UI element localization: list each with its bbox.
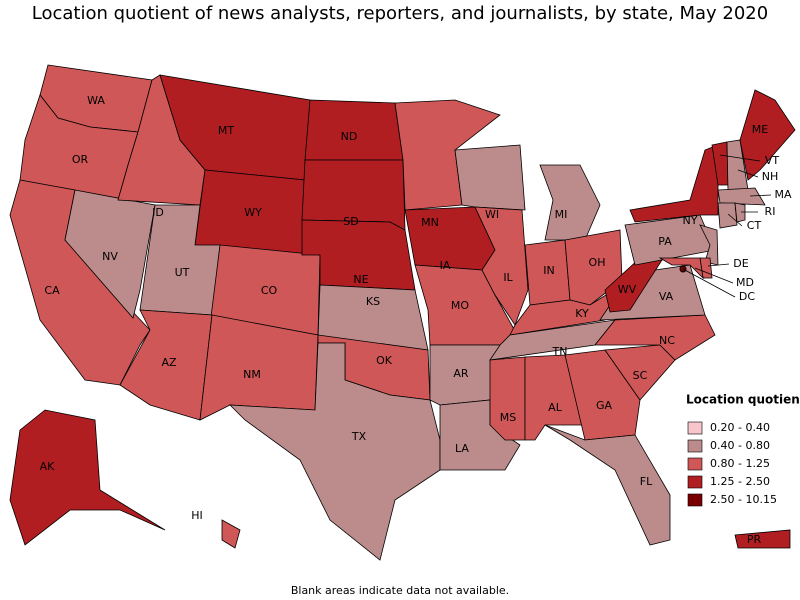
- state: [629, 144, 719, 223]
- state-label: NV: [102, 250, 118, 263]
- legend-label: 0.40 - 0.80: [710, 439, 770, 452]
- state-label: SD: [343, 215, 358, 228]
- state-label: AR: [453, 367, 469, 380]
- state-label: OK: [376, 354, 393, 367]
- legend-label: 0.20 - 0.40: [710, 421, 770, 434]
- legend-label: 0.80 - 1.25: [710, 457, 770, 470]
- state: [717, 187, 766, 206]
- state: [221, 519, 241, 549]
- state: [604, 257, 663, 313]
- state-label: MI: [555, 208, 568, 221]
- state-label: WY: [244, 206, 262, 219]
- state: [699, 224, 719, 266]
- state: [228, 342, 441, 561]
- state-label: FL: [640, 475, 653, 488]
- state-label: LA: [455, 442, 469, 455]
- state-label: CA: [44, 284, 60, 297]
- state-label: MN: [421, 216, 439, 229]
- legend-label: 1.25 - 2.50: [710, 475, 770, 488]
- legend-swatch: [687, 421, 703, 435]
- state-label: MS: [500, 411, 516, 424]
- state-label: AL: [548, 401, 563, 414]
- state: [64, 189, 156, 319]
- state: [9, 409, 166, 546]
- state: [734, 529, 791, 549]
- leader-line: [707, 263, 730, 267]
- state: [734, 202, 746, 223]
- state-label: AK: [40, 460, 56, 473]
- state-label: DC: [739, 290, 755, 303]
- state-label: KY: [575, 307, 589, 320]
- state-label: WI: [485, 208, 499, 221]
- legend-swatch: [687, 439, 703, 453]
- leader-line: [719, 154, 761, 162]
- state-label: WV: [618, 283, 637, 296]
- state-label: KS: [366, 295, 380, 308]
- state-label: ID: [152, 206, 164, 219]
- state-label: ND: [341, 130, 358, 143]
- state-label: RI: [765, 205, 776, 218]
- state: [474, 206, 529, 326]
- state-label: NM: [243, 368, 261, 381]
- state: [739, 89, 796, 181]
- state: [454, 144, 526, 211]
- state-label: VT: [765, 154, 780, 167]
- state-label: DE: [733, 257, 748, 270]
- map-title: Location quotient of news analysts, repo…: [32, 3, 768, 24]
- state: [544, 424, 671, 546]
- state-label: NC: [659, 334, 675, 347]
- state-label: CT: [747, 219, 762, 232]
- state-label: OH: [589, 256, 606, 269]
- state-label: TX: [351, 430, 367, 443]
- leader-line: [727, 213, 743, 227]
- state-label: GA: [596, 399, 613, 412]
- state-label: SC: [633, 369, 648, 382]
- state-label: WA: [87, 94, 105, 107]
- state-label: NH: [762, 170, 779, 183]
- state: [658, 257, 704, 280]
- state-label: IL: [503, 271, 513, 284]
- state: [539, 164, 601, 241]
- legend-swatch: [687, 493, 703, 507]
- state-label: MT: [218, 124, 234, 137]
- legend-label: 2.50 - 10.15: [710, 493, 777, 506]
- state-label: PR: [747, 533, 762, 546]
- legend-swatch: [687, 475, 703, 489]
- state-label: UT: [175, 266, 190, 279]
- state-label: VA: [659, 290, 674, 303]
- leader-line: [749, 194, 772, 197]
- leader-line: [682, 268, 736, 298]
- state-label: MD: [736, 276, 754, 289]
- leader-line: [737, 169, 759, 178]
- state-label: IA: [440, 259, 451, 272]
- state-label: PA: [658, 235, 672, 248]
- state-label: MO: [451, 299, 469, 312]
- map-note: Blank areas indicate data not available.: [291, 584, 509, 597]
- state-label: ME: [752, 123, 768, 136]
- leader-line: [694, 267, 734, 284]
- legend-swatch: [687, 457, 703, 471]
- state-label: NY: [683, 214, 698, 227]
- state-label: HI: [191, 509, 203, 522]
- state-label: OR: [72, 153, 89, 166]
- state: [717, 202, 738, 229]
- state-label: IN: [543, 264, 554, 277]
- state-label: TN: [552, 345, 568, 358]
- state: [489, 356, 526, 441]
- legend-title: Location quotient: [686, 393, 800, 407]
- state: [564, 349, 641, 441]
- state-label: CO: [261, 284, 278, 297]
- state-label: MA: [774, 188, 791, 201]
- state-label: AZ: [161, 356, 177, 369]
- state-label: NE: [353, 273, 368, 286]
